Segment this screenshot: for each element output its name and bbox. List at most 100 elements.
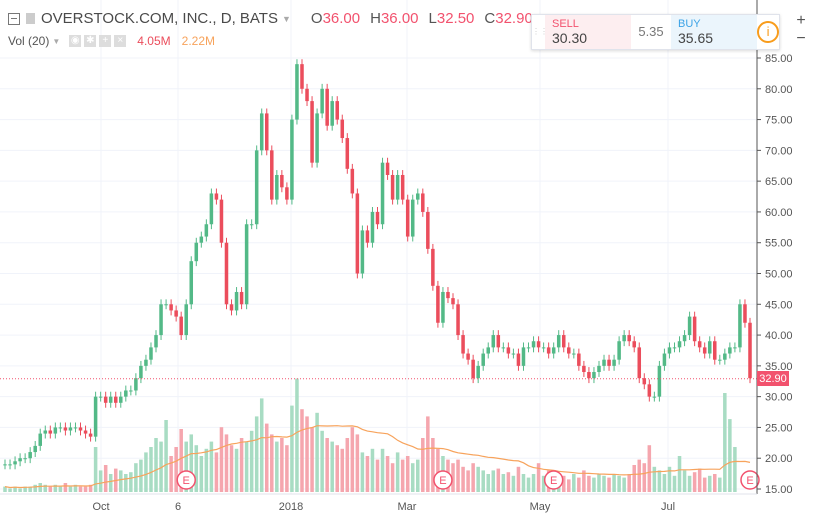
volume-bar <box>723 393 727 492</box>
candle <box>189 261 194 305</box>
chevron-down-icon[interactable]: ▼ <box>281 13 291 24</box>
buy-price: 35.65 <box>677 30 714 46</box>
volume-bar <box>662 474 667 492</box>
volume-bar <box>416 459 420 492</box>
candle <box>546 347 551 354</box>
x-tick-label: 6 <box>175 501 181 513</box>
volume-bar <box>612 474 616 492</box>
volume-bar <box>229 445 234 492</box>
buy-button[interactable]: BUY 35.65 <box>670 15 758 49</box>
volume-bar <box>526 477 531 492</box>
candle <box>259 113 264 151</box>
volume-bar <box>652 466 657 492</box>
eye-icon[interactable]: ◉ <box>69 35 82 47</box>
candle <box>370 211 375 243</box>
collapse-icon[interactable] <box>8 12 20 25</box>
volume-bar <box>466 470 470 492</box>
open-label: O <box>310 10 323 27</box>
candle <box>551 347 556 354</box>
symbol-title[interactable]: OVERSTOCK.COM, INC., D, BATS <box>41 10 278 27</box>
candle <box>461 335 465 354</box>
candle <box>103 396 108 403</box>
info-button[interactable]: i <box>757 15 780 49</box>
volume-bar <box>204 448 209 492</box>
volume-bar <box>249 430 254 492</box>
volume-bar <box>275 441 279 492</box>
volume-bar <box>219 427 224 492</box>
candle <box>612 359 616 366</box>
candle <box>692 316 697 342</box>
earnings-marker[interactable]: E <box>740 470 760 490</box>
volume-bar <box>597 474 601 492</box>
volume-bar <box>491 470 496 492</box>
zoom-in-button[interactable]: + <box>796 12 806 29</box>
candle <box>471 359 475 379</box>
candle <box>174 310 178 317</box>
candle <box>149 347 153 360</box>
flag-icon[interactable] <box>26 13 35 24</box>
high-label: H <box>370 10 381 27</box>
volume-bar <box>592 477 596 492</box>
candle <box>657 365 662 397</box>
gear-icon[interactable]: ✱ <box>84 35 97 47</box>
drag-handle-icon[interactable]: ⋮⋮ <box>532 27 548 36</box>
candle <box>335 101 339 120</box>
candle <box>436 285 440 323</box>
candle <box>93 396 98 437</box>
candle <box>491 335 496 348</box>
volume-bar <box>189 434 194 492</box>
candle <box>68 427 73 431</box>
plus-icon[interactable]: + <box>99 35 112 47</box>
volume-bar <box>234 448 239 492</box>
candle <box>536 341 541 348</box>
candle <box>677 341 682 348</box>
volume-bar <box>536 463 541 492</box>
volume-bar <box>350 427 355 492</box>
sell-button[interactable]: SELL 30.30 <box>545 15 632 49</box>
low-value: 32.50 <box>436 10 475 27</box>
candle <box>642 378 647 385</box>
volume-label[interactable]: Vol (20) <box>8 34 50 48</box>
volume-bar <box>214 452 219 492</box>
candle <box>98 396 103 398</box>
earnings-marker[interactable]: E <box>543 470 564 490</box>
volume-bar <box>577 477 581 492</box>
earnings-label: E <box>746 475 753 487</box>
zoom-out-button[interactable]: − <box>796 30 806 47</box>
volume-bar <box>129 472 133 492</box>
volume-bar <box>436 448 440 492</box>
candle <box>743 304 747 323</box>
candle <box>38 433 42 446</box>
y-tick-label: 70.00 <box>765 145 793 157</box>
volume-bar <box>375 459 380 492</box>
volume-bar <box>642 463 647 492</box>
candle <box>315 113 319 163</box>
candle <box>541 347 546 349</box>
volume-bar <box>38 483 42 492</box>
earnings-label: E <box>439 475 446 487</box>
volume-bar <box>365 456 370 492</box>
candle <box>280 174 284 188</box>
candle <box>355 193 360 274</box>
candle <box>516 353 521 366</box>
y-tick-label: 45.00 <box>765 299 793 311</box>
volume-bar <box>53 484 58 492</box>
candle <box>400 174 405 200</box>
close-icon[interactable]: × <box>114 35 127 47</box>
x-tick-label: Mar <box>398 501 417 513</box>
earnings-marker[interactable]: E <box>176 470 196 490</box>
volume-bar <box>174 447 178 492</box>
trade-panel: ⋮⋮ SELL 30.30 5.35 BUY 35.65 i <box>531 14 780 50</box>
volume-bar <box>702 477 707 492</box>
chevron-down-icon[interactable]: ▼ <box>52 36 61 46</box>
candle <box>405 199 410 237</box>
candle <box>33 445 37 453</box>
volume-ma-value: 2.22M <box>181 34 215 48</box>
candle <box>431 248 435 286</box>
candle <box>728 347 732 354</box>
candle <box>506 347 511 354</box>
zoom-controls: + − <box>783 12 819 48</box>
earnings-marker[interactable]: E <box>433 470 453 490</box>
low-label: L <box>428 10 437 27</box>
